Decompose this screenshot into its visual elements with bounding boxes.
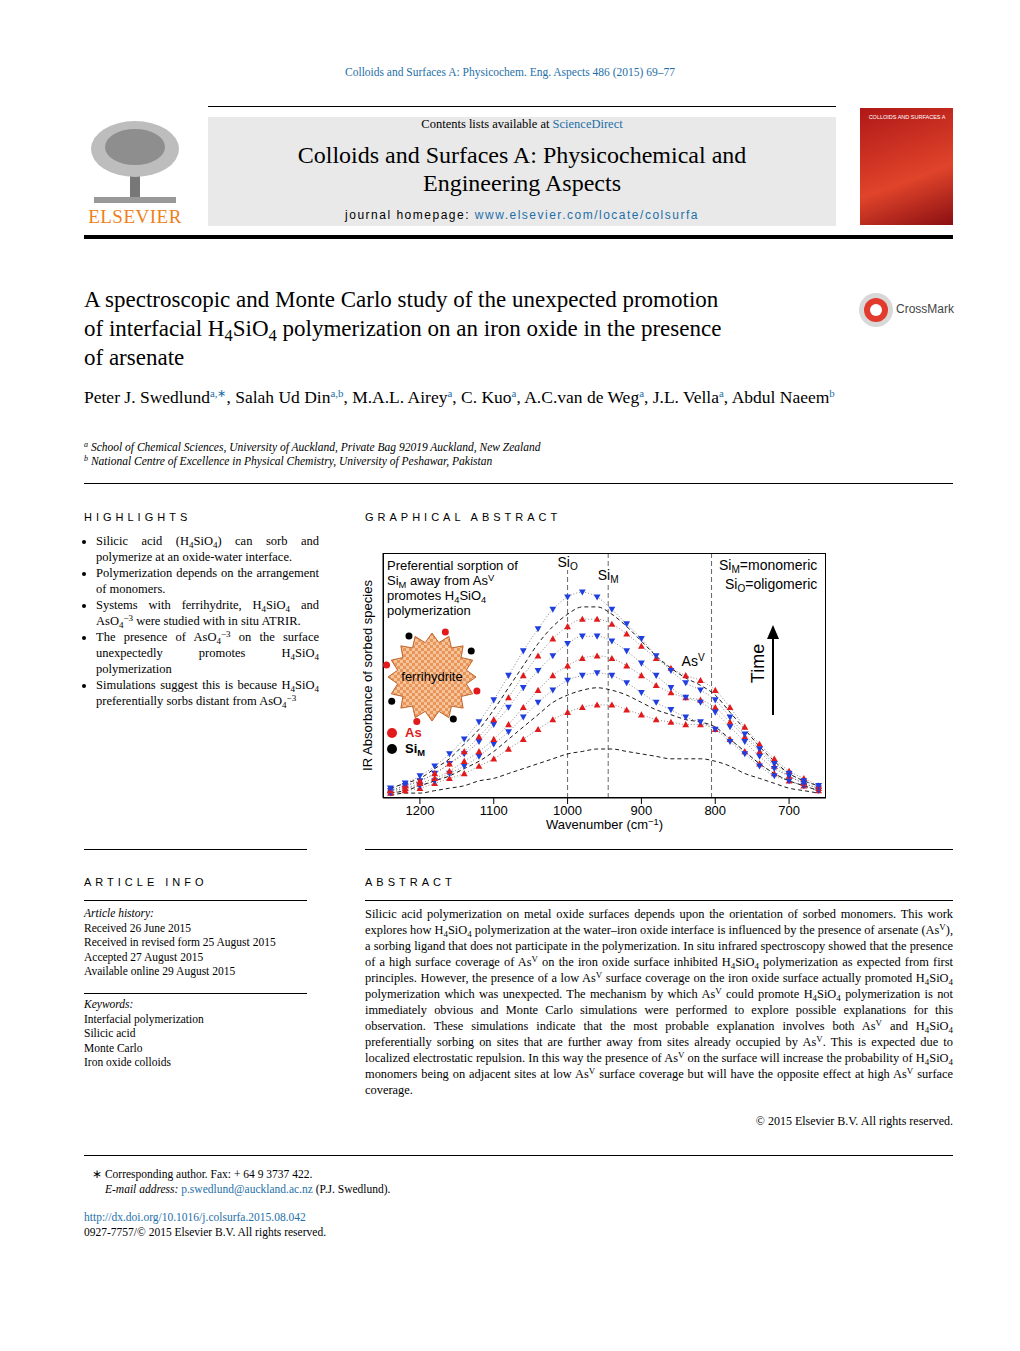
html-text:Available online 29 August 201: Available online 29 August 2015	[84, 965, 236, 977]
html-text:Silicic acid polymerization on: Silicic acid polymerization on metal oxi…	[365, 907, 953, 987]
html-text:E-mail address: p.swedlund@auc: E-mail address: p.swedlund@auckland.ac.n…	[105, 1183, 391, 1195]
html-text:a School of Chemical Sciences,: a School of Chemical Sciences, Universit…	[84, 440, 541, 453]
html-text:Article history:: Article history:	[84, 907, 154, 919]
html-text:journal homepage: www.elsevier: journal homepage: www.elsevier.com/locat…	[345, 208, 699, 222]
svg-text:1200: 1200	[405, 803, 434, 818]
html-text:Colloids and Surfaces A: Physi: Colloids and Surfaces A: Physicochemical…	[297, 142, 747, 168]
html-text:AsV: AsV	[681, 652, 705, 670]
html-text:Polymerization depends on the: Polymerization depends on the arrangemen…	[96, 566, 319, 596]
html-text:Iron oxide colloids: Iron oxide colloids	[84, 1056, 171, 1068]
html-text:GRAPHICAL ABSTRACT: GRAPHICAL ABSTRACT	[365, 511, 562, 523]
svg-text:700: 700	[778, 803, 800, 818]
html-text:SiO: SiO	[557, 554, 578, 572]
html-text:ARTICLE INFO: ARTICLE INFO	[84, 876, 208, 888]
html-text:http://dx.doi.org/10.1016/j.co: http://dx.doi.org/10.1016/j.colsurfa.201…	[84, 1211, 306, 1223]
html-text:ELSEVIER: ELSEVIER	[88, 206, 182, 227]
html-text:© 2015 Elsevier B.V. All right: © 2015 Elsevier B.V. All rights reserved…	[755, 1114, 953, 1128]
html-text:The presence of AsO4: The presence of AsO4	[96, 630, 221, 646]
html-text:Silicic acid (H4SiO4) can sorb: Silicic acid (H4SiO4) can sorb and polym…	[96, 534, 319, 564]
html-text:SiM=monomeric: SiM=monomeric	[719, 557, 818, 575]
html-text:Contents lists available at Sc: Contents lists available at ScienceDirec…	[421, 117, 623, 131]
html-text:preferentially sorbing on site: preferentially sorbing on sites that are…	[365, 1034, 953, 1067]
html-text:Received 26 June 2015: Received 26 June 2015	[84, 921, 191, 934]
html-text:Wavenumber (cm−1): Wavenumber (cm−1)	[545, 816, 663, 832]
html-text:Time: Time	[747, 643, 768, 684]
html-text:preferentially sorbs distant f: preferentially sorbs distant from AsO4	[96, 694, 287, 710]
html-text:As: As	[405, 725, 422, 740]
html-text:of arsenate: of arsenate	[84, 345, 185, 370]
html-text:Interfacial polymerization: Interfacial polymerization	[84, 1012, 204, 1025]
html-text:SiMaway from AsV: SiMaway from AsV	[387, 572, 495, 590]
html-text:polymerization which was unexp: polymerization which was unexpected. The…	[365, 986, 953, 1035]
html-text:IR Absorbance of sorbed specie: IR Absorbance of sorbed species	[359, 579, 375, 771]
html-text:promotes H4SiO4: promotes H4SiO4	[387, 588, 487, 605]
html-text:−3were studied with in situ AT: −3were studied with in situ ATRIR.	[123, 613, 301, 628]
html-text:COLLOIDS AND SURFACES A: COLLOIDS AND SURFACES A	[868, 114, 946, 120]
html-text:polymerization: polymerization	[96, 662, 172, 676]
svg-text:900: 900	[631, 803, 653, 818]
html-text:monomers being on adjacent sit: monomers being on adjacent sites at low …	[365, 1066, 953, 1097]
svg-text:800: 800	[704, 803, 726, 818]
html-text:−3on the surface unexpectedly: −3on the surface unexpectedly promotes H…	[96, 629, 319, 662]
html-text:Colloids and Surfaces A: Physi: Colloids and Surfaces A: Physicochem. En…	[345, 66, 675, 78]
html-text:SiM: SiM	[405, 741, 426, 758]
html-text:Engineering Aspects: Engineering Aspects	[423, 170, 621, 196]
html-text:SiM: SiM	[597, 567, 619, 585]
html-text:Received in revised form 25 Au: Received in revised form 25 August 2015	[84, 936, 276, 948]
svg-text:1100: 1100	[480, 803, 508, 818]
html-text:Simulations suggest this is be: Simulations suggest this is because H4Si…	[96, 678, 319, 694]
html-text:Silicic acid: Silicic acid	[84, 1027, 136, 1039]
html-text:0927-7757/© 2015 Elsevier B.V.: 0927-7757/© 2015 Elsevier B.V. All right…	[84, 1226, 326, 1238]
html-text:polymerization: polymerization	[387, 603, 471, 618]
html-text:−3: −3	[286, 693, 297, 703]
svg-text:1000: 1000	[553, 803, 582, 818]
html-text:Systems with ferrihydrite, H4S: Systems with ferrihydrite, H4SiO4and AsO…	[96, 598, 319, 630]
html-text:SiO=oligomeric: SiO=oligomeric	[725, 576, 818, 594]
html-text:∗ Corresponding author. Fax: +: ∗ Corresponding author. Fax: + 64 9 3737…	[92, 1168, 313, 1180]
html-text:CrossMark: CrossMark	[896, 302, 954, 316]
html-text:Preferential sorption of: Preferential sorption of	[387, 558, 518, 573]
html-text:Keywords:: Keywords:	[84, 998, 134, 1010]
html-text:Peter J. Swedlunda,∗, Salah Ud: Peter J. Swedlunda,∗, Salah Ud Dina,b, M…	[84, 387, 835, 407]
html-text:HIGHLIGHTS: HIGHLIGHTS	[84, 511, 192, 523]
html-text:Monte Carlo: Monte Carlo	[84, 1041, 143, 1054]
html-text:of interfacial H4SiO4polymeriz: of interfacial H4SiO4polymerization on a…	[84, 316, 722, 345]
html-text:Accepted 27 August 2015: Accepted 27 August 2015	[84, 950, 204, 963]
html-text:ABSTRACT: ABSTRACT	[365, 876, 456, 888]
html-text:A spectroscopic and Monte Carl: A spectroscopic and Monte Carlo study of…	[84, 287, 719, 312]
html-text:ferrihydrite: ferrihydrite	[401, 669, 463, 684]
html-text:b National Centre of Excellenc: b National Centre of Excellence in Physi…	[84, 454, 493, 467]
